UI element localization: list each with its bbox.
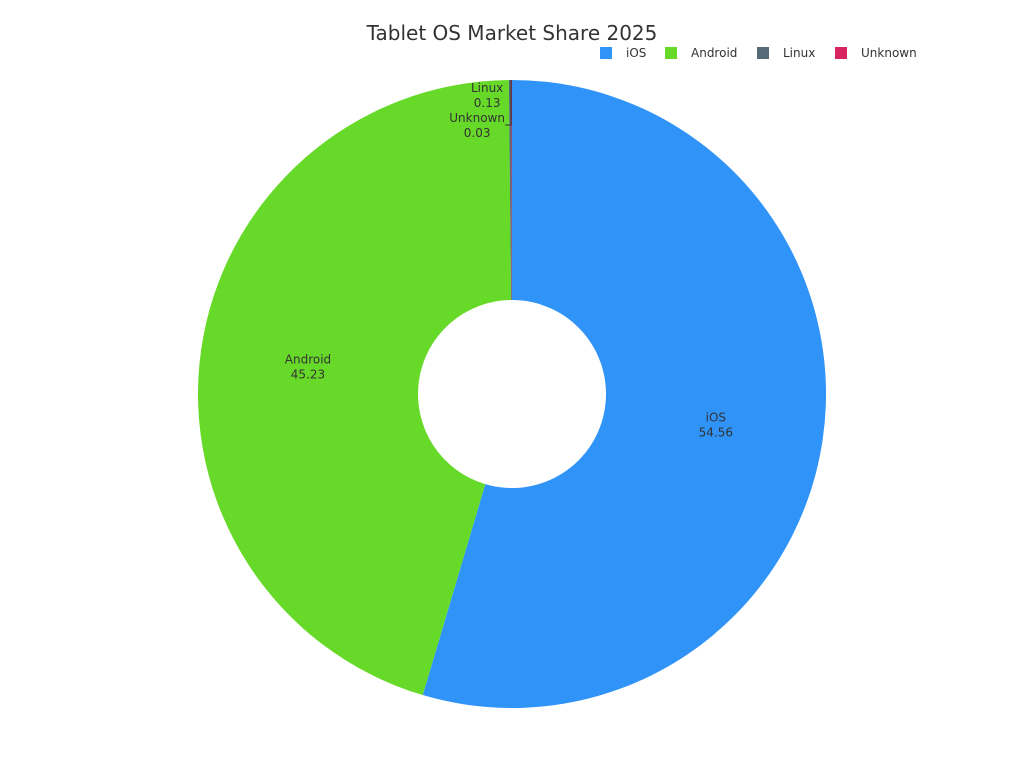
legend-swatch-unknown — [835, 47, 847, 59]
slice-label-linux: Linux — [471, 81, 503, 95]
slice-value-ios: 54.56 — [699, 426, 733, 440]
slice-value-linux: 0.13 — [474, 96, 501, 110]
leader-line — [505, 80, 512, 126]
slice-linux — [508, 80, 512, 301]
legend-label-android: Android — [691, 46, 737, 60]
legend-label-linux: Linux — [783, 46, 815, 60]
legend-label-ios: iOS — [626, 46, 646, 60]
legend-swatch-android — [665, 47, 677, 59]
slice-label-ios: iOS — [706, 411, 726, 425]
slice-android — [198, 80, 512, 696]
slice-ios — [422, 80, 827, 709]
slice-value-android: 45.23 — [291, 367, 325, 381]
slice-label-unknown: Unknown — [449, 111, 505, 125]
legend-swatch-ios — [600, 47, 612, 59]
chart-title: Tablet OS Market Share 2025 — [366, 21, 658, 45]
legend-swatch-linux — [757, 47, 769, 59]
legend-label-unknown: Unknown — [861, 46, 917, 60]
slice-value-unknown: 0.03 — [464, 126, 491, 140]
slices-group — [198, 80, 827, 709]
legend: iOS Android Linux Unknown — [600, 46, 917, 60]
slice-unknown — [511, 80, 512, 301]
slice-label-android: Android — [285, 352, 331, 366]
